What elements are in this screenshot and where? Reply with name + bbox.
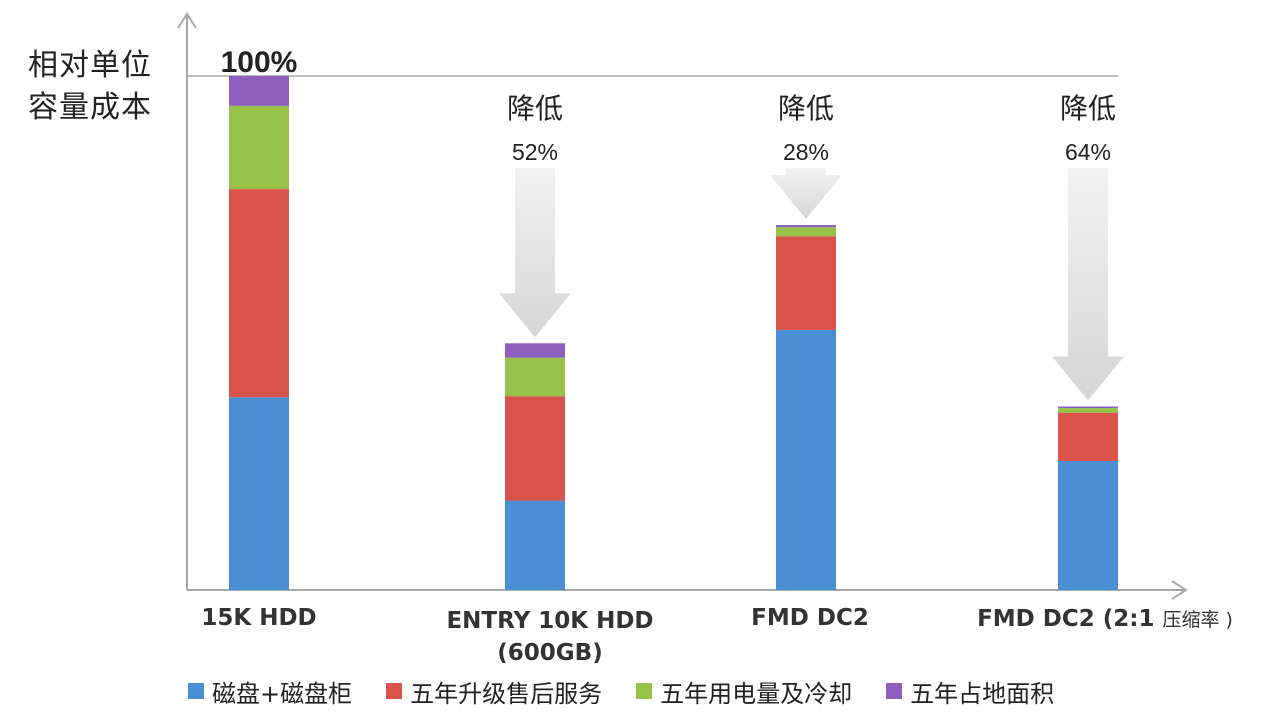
legend: 磁盘+磁盘柜 五年升级售后服务 五年用电量及冷却 五年占地面积: [188, 674, 1088, 709]
y-axis-label-line-1: 相对单位: [28, 48, 152, 83]
reduction-label: 降低: [778, 92, 834, 125]
legend-swatch: [188, 683, 204, 699]
x-tick-label-text: FMD DC2: [751, 605, 869, 631]
y-axis-arrowhead: [177, 12, 197, 29]
bar-segment-space-4: [1058, 406, 1118, 409]
bars: [229, 76, 1118, 590]
axes: [177, 12, 1188, 600]
x-axis-arrowhead: [1171, 580, 1188, 600]
legend-item-service: 五年升级售后服务: [386, 674, 602, 709]
legend-label: 五年占地面积: [910, 679, 1055, 708]
bar-segment-service-1: [229, 189, 289, 398]
legend-swatch: [636, 683, 653, 699]
x-tick-label-entry-10k-hdd: ENTRY 10K HDD (600GB): [415, 605, 685, 669]
reduction-percent-label: 28%: [783, 139, 829, 165]
reduction-label: 降低: [507, 92, 563, 125]
bar-segment-power-3: [776, 227, 836, 237]
legend-item-disk: 磁盘+磁盘柜: [188, 674, 352, 709]
x-tick-label-suffix: 压缩率 ): [1162, 609, 1233, 631]
legend-label: 磁盘+磁盘柜: [212, 679, 353, 708]
x-tick-label-text: FMD DC2 (2:1: [977, 606, 1155, 632]
bar-segment-space-2: [505, 343, 565, 358]
legend-swatch: [386, 683, 403, 699]
reduction-percent-label: 64%: [1065, 139, 1111, 165]
bar-segment-disk-3: [776, 329, 836, 590]
legend-label: 五年用电量及冷却: [660, 679, 853, 708]
legend-label: 五年升级售后服务: [410, 679, 603, 708]
bar-segment-space-1: [229, 76, 289, 106]
legend-item-power: 五年用电量及冷却: [636, 674, 852, 709]
x-tick-sublabel-text: (600GB): [497, 640, 603, 666]
bar-segment-power-1: [229, 105, 289, 190]
x-tick-label-fmd-dc2: FMD DC2: [730, 605, 890, 631]
x-tick-label-15k-hdd: 15K HDD: [179, 605, 339, 631]
bar-segment-power-4: [1058, 408, 1118, 413]
bar-segment-service-2: [505, 396, 565, 501]
bar-segment-disk-2: [505, 500, 565, 590]
chart-text: 100% 降低 52% 降低 28% 降低 64%: [221, 46, 1116, 165]
bar-segment-power-2: [505, 357, 565, 397]
legend-item-space: 五年占地面积: [886, 674, 1054, 709]
bar-segment-service-3: [776, 236, 836, 330]
reduction-percent-label: 52%: [512, 139, 558, 165]
reduction-arrow-4: [1052, 168, 1124, 401]
x-tick-label-text: ENTRY 10K HDD: [446, 608, 654, 634]
reduction-label: 降低: [1060, 92, 1116, 125]
bar-segment-service-4: [1058, 412, 1118, 461]
top-value-label: 100%: [221, 46, 298, 79]
reduction-arrows: [499, 168, 1124, 401]
bar-segment-disk-4: [1058, 460, 1118, 590]
y-axis-label-line-2: 容量成本: [28, 90, 152, 125]
x-tick-label-text: 15K HDD: [201, 605, 317, 631]
reduction-arrow-3: [770, 168, 842, 220]
reduction-arrow-2: [499, 168, 571, 338]
x-tick-label-fmd-dc2-compressed: FMD DC2 (2:1 压缩率 ): [955, 605, 1255, 632]
bar-segment-disk-1: [229, 397, 289, 590]
bar-segment-space-3: [776, 225, 836, 228]
legend-swatch: [886, 683, 903, 699]
